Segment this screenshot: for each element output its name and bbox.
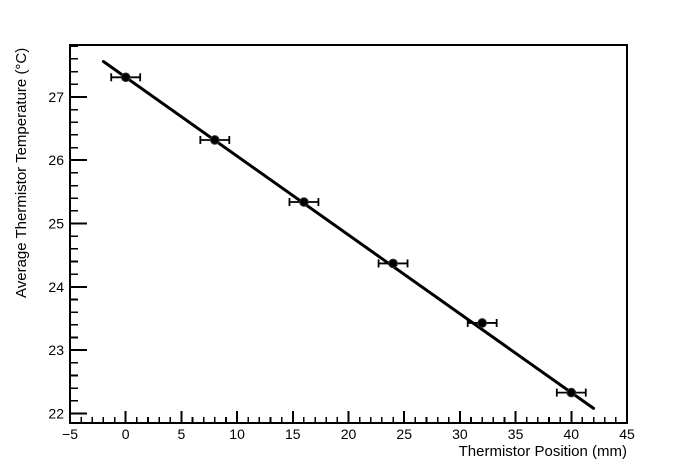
- y-tick-label: 27: [48, 89, 64, 105]
- x-tick-label: 10: [229, 426, 245, 442]
- x-tick-label: 40: [564, 426, 580, 442]
- x-tick-label: −5: [62, 426, 78, 442]
- data-point-marker: [566, 387, 577, 398]
- fit-line: [101, 60, 596, 410]
- x-tick-label: 30: [452, 426, 468, 442]
- data-point-marker: [477, 318, 487, 328]
- x-tick-label: 35: [508, 426, 524, 442]
- data-point-marker: [210, 135, 220, 145]
- y-tick-label: 26: [48, 152, 64, 168]
- y-tick-label: 25: [48, 216, 64, 232]
- x-tick-label: 0: [122, 426, 130, 442]
- x-tick-label: 45: [619, 426, 635, 442]
- x-axis-title: Thermistor Position (mm): [458, 443, 627, 460]
- x-tick-label: 20: [341, 426, 357, 442]
- x-tick-label: 15: [285, 426, 301, 442]
- y-tick-label: 24: [48, 279, 64, 295]
- y-axis-title: Average Thermistor Temperature (°C): [13, 47, 30, 298]
- data-point-marker: [299, 197, 309, 207]
- data-point-marker: [388, 258, 398, 269]
- y-tick-label: 23: [48, 342, 64, 358]
- x-tick-label: 5: [178, 426, 186, 442]
- y-tick-label: 22: [48, 406, 64, 422]
- data-point-marker: [120, 72, 131, 83]
- x-tick-label: 25: [396, 426, 412, 442]
